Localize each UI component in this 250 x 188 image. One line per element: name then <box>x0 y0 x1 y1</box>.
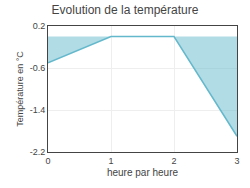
svg-text:-2.2: -2.2 <box>30 147 46 157</box>
svg-text:-0.6: -0.6 <box>30 63 46 73</box>
svg-text:1: 1 <box>108 156 113 166</box>
svg-text:2: 2 <box>171 156 176 166</box>
svg-text:0: 0 <box>45 156 50 166</box>
svg-text:0.2: 0.2 <box>33 21 46 31</box>
svg-text:heure par heure: heure par heure <box>107 167 179 178</box>
svg-text:-1.4: -1.4 <box>30 105 46 115</box>
svg-text:Evolution de la température: Evolution de la température <box>52 3 199 17</box>
svg-text:Température en °C: Température en °C <box>15 51 25 127</box>
svg-text:3: 3 <box>234 156 239 166</box>
